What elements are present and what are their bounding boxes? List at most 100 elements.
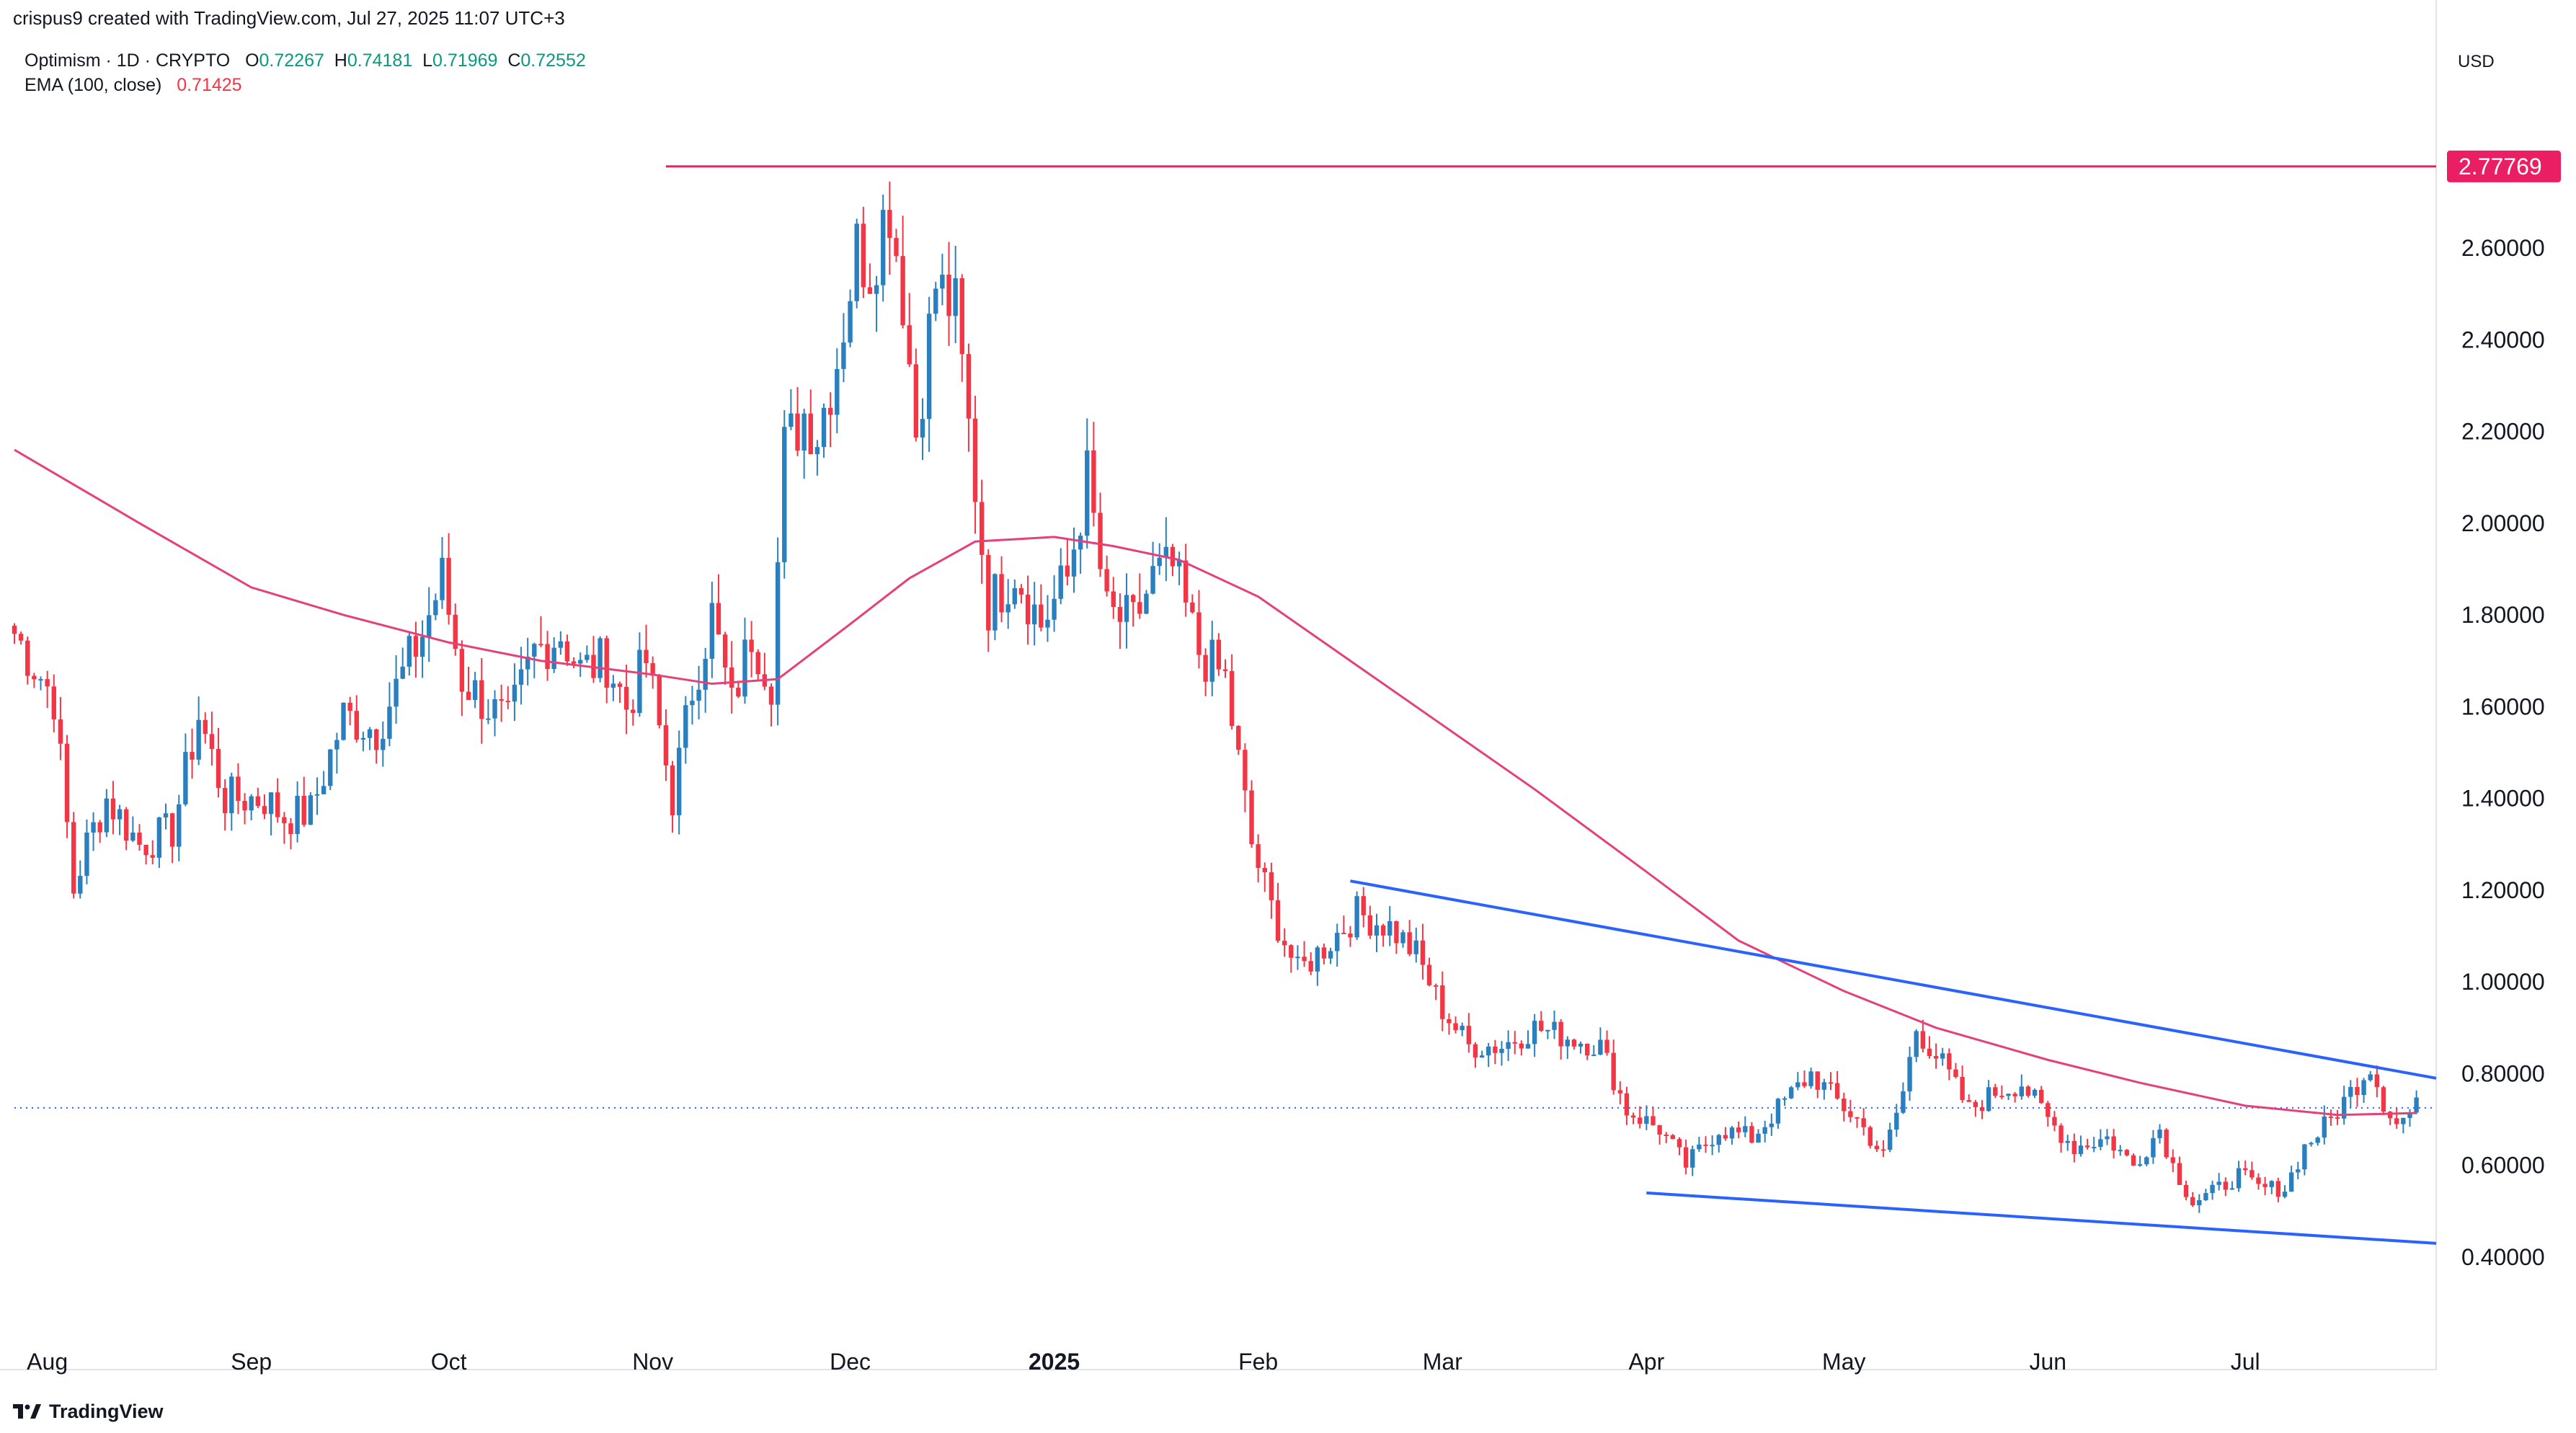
candle-body (177, 804, 182, 847)
candle-body (1348, 933, 1353, 938)
candle-body (58, 719, 63, 744)
candle-body (407, 636, 412, 667)
candle-body (1676, 1139, 1682, 1148)
candle-body (71, 822, 76, 894)
candle-body (2302, 1144, 2307, 1170)
candle-body (137, 832, 142, 846)
candle-body (288, 823, 293, 835)
candle-body (1861, 1118, 1866, 1127)
candle-body (631, 709, 636, 714)
candle-body (1124, 595, 1129, 622)
candle-body (1506, 1042, 1511, 1050)
candle-body (1025, 594, 1031, 625)
x-tick-label: Jun (2030, 1349, 2067, 1375)
candle-body (1256, 844, 1261, 869)
candle-body (459, 649, 465, 692)
candle-body (894, 238, 899, 257)
candle-body (2315, 1137, 2320, 1143)
candle-body (1473, 1044, 1478, 1058)
candle-body (1295, 957, 1300, 959)
candle-body (394, 678, 399, 707)
candle-body (1216, 639, 1222, 670)
low-label: L (422, 50, 433, 71)
open-label: O (245, 50, 259, 71)
candle-body (1638, 1117, 1643, 1124)
candle-body (1071, 549, 1077, 577)
candle-body (1703, 1144, 1708, 1146)
candle-body (966, 354, 972, 419)
candle-body (150, 855, 155, 858)
candle-body (1289, 945, 1294, 958)
candle-body (1979, 1106, 1985, 1112)
candle-body (1374, 925, 1380, 936)
candle-body (2183, 1184, 2189, 1197)
candle-body (1394, 920, 1399, 944)
candle-body (334, 740, 339, 750)
candle-body (1426, 964, 1432, 985)
candle-body (2092, 1147, 2097, 1149)
candle-body (1775, 1099, 1781, 1124)
candle-body (1986, 1087, 1991, 1112)
candle-body (2256, 1177, 2261, 1184)
candle-body (1486, 1046, 1491, 1056)
candle-body (1729, 1127, 1735, 1139)
candle-body (2071, 1140, 2077, 1155)
candle-body (1545, 1029, 1550, 1032)
candle-body (933, 288, 938, 314)
candle-body (1229, 670, 1235, 727)
candle-body (18, 634, 24, 641)
candle-body (2296, 1169, 2301, 1173)
candle-body (373, 729, 379, 750)
candle-body (413, 636, 419, 657)
candle-body (2032, 1089, 2038, 1096)
trendline-lower[interactable] (1646, 1191, 2437, 1245)
candle-body (1453, 1023, 1458, 1031)
candle-body (940, 275, 945, 289)
candle-body (1269, 872, 1274, 900)
candle-body (38, 679, 43, 681)
candle-body (1578, 1043, 1584, 1047)
symbol-legend: Optimism · 1D · CRYPTO O0.72267 H0.74181… (25, 50, 586, 71)
candle-body (1091, 450, 1096, 513)
candle-body (874, 285, 879, 294)
candle-body (1611, 1052, 1616, 1091)
candle-body (268, 792, 274, 815)
candle-body (1894, 1112, 1899, 1130)
y-tick-label: 1.20000 (2461, 877, 2545, 903)
candle-body (1447, 1019, 1452, 1024)
candle-body (479, 680, 484, 719)
candle-body (472, 680, 478, 701)
candle-body (848, 301, 853, 343)
candle-body (249, 796, 254, 811)
candle-body (505, 701, 510, 703)
candle-body (1657, 1124, 1662, 1135)
candle-body (1176, 560, 1182, 567)
candle-body (32, 675, 37, 680)
candle-body (1085, 450, 1090, 536)
candle-body (2177, 1163, 2182, 1185)
candle-body (1420, 940, 1426, 965)
candle-body (427, 615, 432, 637)
candle-body (2229, 1188, 2235, 1190)
candle-body (1130, 595, 1136, 603)
currency-label[interactable]: USD (2458, 52, 2495, 71)
candle-body (1163, 546, 1169, 558)
candle-body (2309, 1143, 2314, 1145)
y-tick-label: 2.00000 (2461, 510, 2545, 536)
ema-line[interactable] (14, 448, 2417, 1117)
candle-body (913, 364, 919, 438)
trendline-upper[interactable] (1350, 879, 2437, 1080)
candle-body (1341, 933, 1346, 935)
candle-body (1493, 1046, 1498, 1053)
candle-body (321, 786, 327, 794)
candle-body (1058, 565, 1063, 599)
candle-body (827, 407, 833, 415)
candle-body (841, 342, 846, 369)
candle-body (492, 699, 497, 719)
candle-body (1558, 1021, 1563, 1047)
candle-body (440, 557, 445, 600)
candle-body (84, 832, 89, 877)
candle-body (2348, 1086, 2353, 1097)
candle-body (1848, 1111, 1853, 1117)
